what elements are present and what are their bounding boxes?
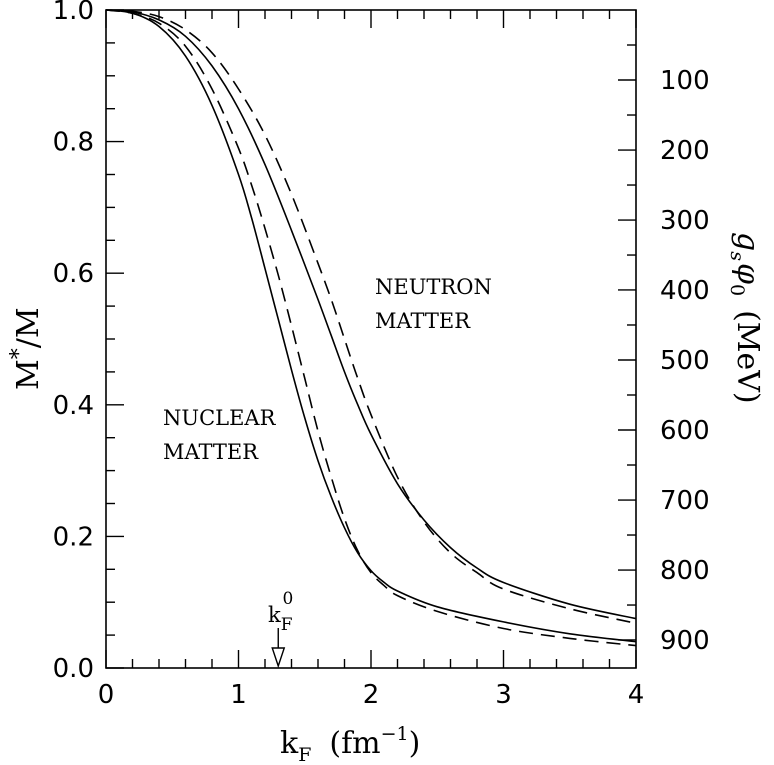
y-tick-label: 0.8 — [53, 128, 94, 158]
y2-tick-label: 500 — [660, 346, 710, 376]
y2-tick-label: 900 — [660, 626, 710, 656]
neutron-label-line1: NEUTRON — [375, 275, 492, 299]
y-tick-label: 0.6 — [53, 259, 94, 289]
y-tick-label: 0.2 — [53, 522, 94, 552]
x-tick-label: 1 — [230, 680, 247, 710]
x-tick-label: 2 — [363, 680, 380, 710]
y2-tick-label: 700 — [660, 486, 710, 516]
y2-tick-label: 600 — [660, 416, 710, 446]
y-tick-label: 0.0 — [53, 654, 94, 684]
y2-tick-label: 400 — [660, 276, 710, 306]
x-tick-label: 3 — [495, 680, 512, 710]
y-tick-label: 0.4 — [53, 391, 94, 421]
nuclear-label-line1: NUCLEAR — [163, 406, 277, 430]
y2-tick-label: 200 — [660, 136, 710, 166]
y2-tick-label: 100 — [660, 66, 710, 96]
neutron-label-line2: MATTER — [375, 309, 471, 333]
x-tick-label: 0 — [98, 680, 115, 710]
nuclear-label-line2: MATTER — [163, 440, 259, 464]
x-tick-label: 4 — [628, 680, 645, 710]
y2-tick-label: 300 — [660, 206, 710, 236]
y2-tick-label: 800 — [660, 556, 710, 586]
y-tick-label: 1.0 — [53, 0, 94, 26]
y-axis-title: M*/M — [7, 307, 46, 390]
